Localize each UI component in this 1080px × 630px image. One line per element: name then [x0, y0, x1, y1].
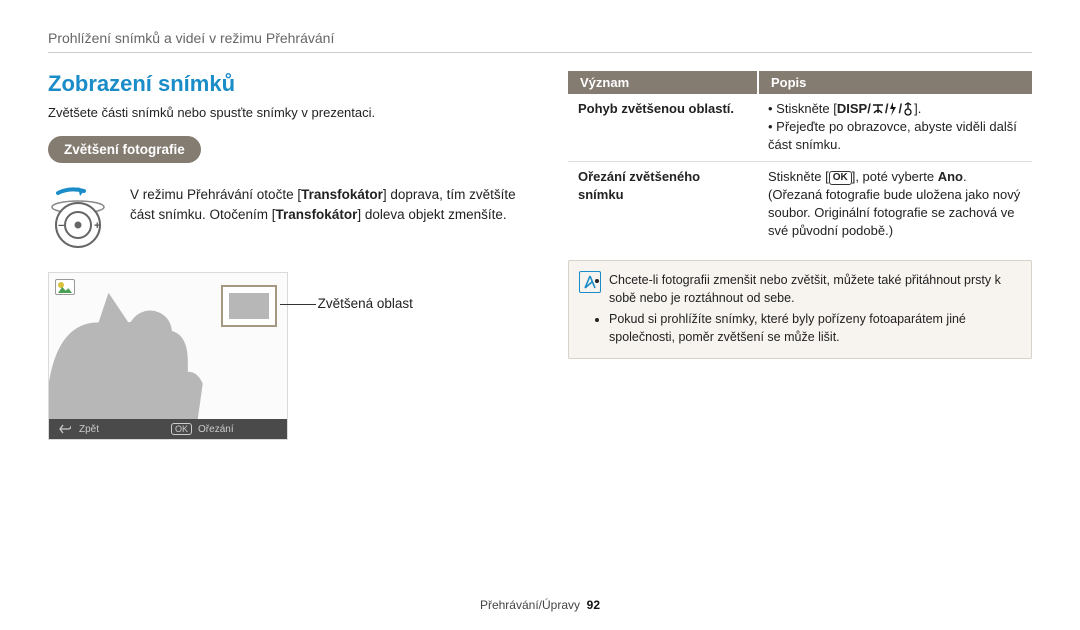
- status-ok-label: Ořezání: [198, 424, 234, 435]
- page-footer: Přehrávání/Úpravy 92: [0, 598, 1080, 612]
- text: • Přejeďte po obrazovce, abyste viděli d…: [768, 118, 1022, 154]
- dial-instruction: V režimu Přehrávání otočte [Transfokátor…: [130, 185, 526, 224]
- text: ], poté vyberte: [852, 169, 938, 184]
- info-item: Pokud si prohlížíte snímky, které byly p…: [609, 310, 1019, 346]
- nav-glyphs: DISP/ / /: [837, 100, 914, 118]
- gallery-icon: [55, 279, 75, 295]
- subsection-pill: Zvětšení fotografie: [48, 136, 201, 163]
- text: ].: [914, 101, 921, 116]
- camera-preview: Zpět OK Ořezání: [48, 272, 288, 440]
- section-lead: Zvětšete části snímků nebo spusťte snímk…: [48, 105, 526, 120]
- text: • Stiskněte [: [768, 101, 837, 116]
- svg-text:−: −: [58, 220, 64, 232]
- callout-pointer: [280, 304, 316, 305]
- footer-page: 92: [587, 598, 600, 612]
- info-panel: Chcete-li fotografii zmenšit nebo zvětši…: [568, 260, 1032, 359]
- text-bold: Transfokátor: [301, 187, 383, 202]
- divider: [48, 52, 1032, 53]
- zoom-inset: [221, 285, 277, 327]
- meaning-table: Význam Popis Pohyb zvětšenou oblastí. • …: [568, 71, 1032, 246]
- table-header: Popis: [758, 71, 1032, 94]
- status-back-label: Zpět: [79, 424, 99, 435]
- text: ] doleva objekt zmenšíte.: [357, 207, 506, 222]
- info-icon: [579, 271, 601, 293]
- table-row-desc: Stiskněte [OK], poté vyberte Ano. (Ořeza…: [758, 161, 1032, 246]
- callout-label: Zvětšená oblast: [318, 296, 413, 311]
- text-bold: Transfokátor: [276, 207, 358, 222]
- chapter-heading: Prohlížení snímků a videí v režimu Přehr…: [48, 30, 1032, 46]
- section-title: Zobrazení snímků: [48, 71, 526, 97]
- preview-status-bar: Zpět OK Ořezání: [49, 419, 287, 439]
- text-bold: Ano: [938, 169, 963, 184]
- footer-section: Přehrávání/Úpravy: [480, 598, 580, 612]
- table-row-desc: • Stiskněte [DISP/ / / ]. • Přejeďte po …: [758, 94, 1032, 161]
- text: V režimu Přehrávání otočte [: [130, 187, 301, 202]
- back-icon: [59, 424, 71, 434]
- dial-icon: − +: [48, 185, 114, 254]
- table-row-label: Ořezání zvětšeného snímku: [568, 161, 758, 246]
- ok-icon: OK: [171, 423, 192, 435]
- text: Stiskněte [: [768, 169, 829, 184]
- table-row-label: Pohyb zvětšenou oblastí.: [568, 94, 758, 161]
- ok-icon: OK: [829, 171, 852, 185]
- info-item: Chcete-li fotografii zmenšit nebo zvětši…: [609, 271, 1019, 307]
- svg-text:+: +: [94, 220, 100, 232]
- table-header: Význam: [568, 71, 758, 94]
